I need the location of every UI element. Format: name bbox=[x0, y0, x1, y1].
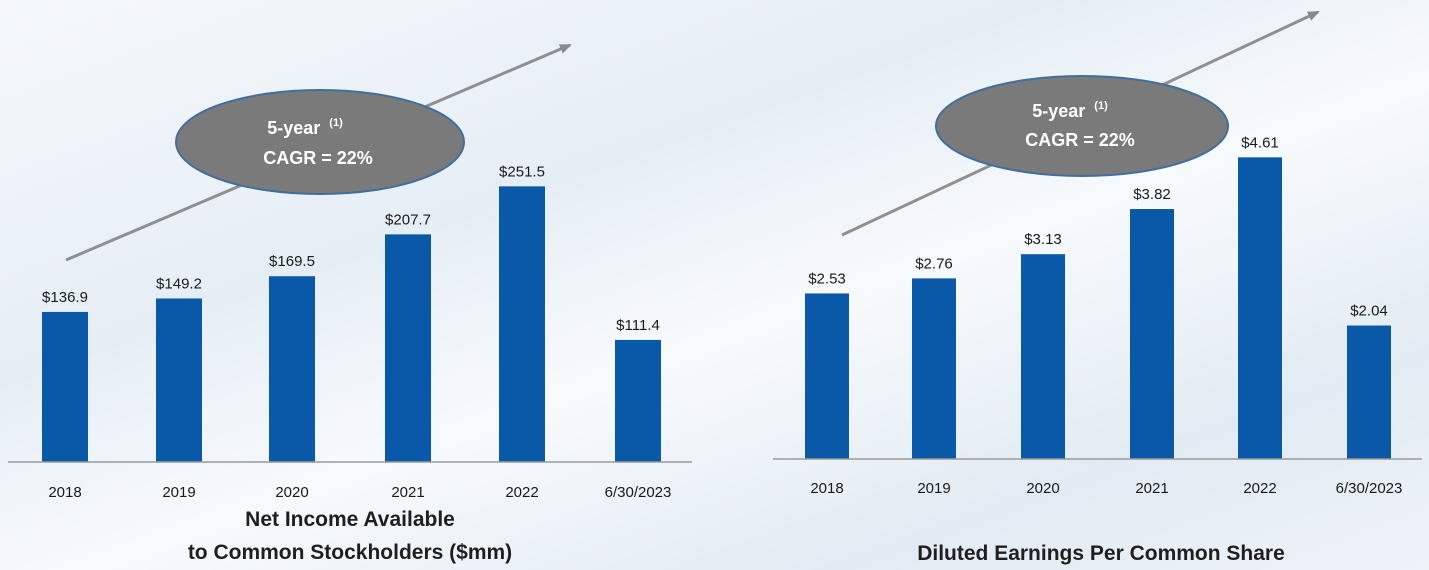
x-tick-label: 2021 bbox=[391, 484, 424, 501]
bar-2018 bbox=[805, 293, 849, 459]
data-label: $2.76 bbox=[915, 255, 953, 272]
bar-2020 bbox=[1021, 254, 1065, 459]
x-tick-label: 2019 bbox=[917, 480, 950, 497]
cagr-line2: CAGR = 22% bbox=[1025, 130, 1135, 150]
bar-2018 bbox=[42, 311, 88, 462]
x-tick-label: 2018 bbox=[810, 480, 843, 497]
x-tick-label: 2021 bbox=[1135, 480, 1168, 497]
data-label: $4.61 bbox=[1241, 134, 1279, 151]
cagr-line1: 5-year (1) bbox=[267, 117, 343, 138]
x-tick-label: 2022 bbox=[505, 484, 538, 501]
chart-title: Diluted Earnings Per Common Share bbox=[917, 542, 1285, 565]
bar-2021 bbox=[385, 234, 431, 462]
bar-2019 bbox=[156, 298, 202, 462]
bar-2020 bbox=[269, 276, 315, 462]
bar-2022 bbox=[499, 186, 545, 462]
data-label: $149.2 bbox=[156, 275, 202, 292]
x-tick-label: 2020 bbox=[275, 484, 308, 501]
data-label: $3.82 bbox=[1133, 186, 1171, 203]
x-tick-label: 6/30/2023 bbox=[605, 484, 672, 501]
x-tick-label: 2022 bbox=[1243, 480, 1276, 497]
data-label: $136.9 bbox=[42, 289, 88, 306]
chart-title-line2: to Common Stockholders ($mm) bbox=[188, 541, 512, 564]
data-label: $2.04 bbox=[1350, 303, 1388, 320]
bar-2021 bbox=[1130, 209, 1174, 459]
bar-6-30-2023 bbox=[1347, 325, 1391, 459]
data-label: $2.53 bbox=[808, 270, 846, 287]
x-tick-label: 2020 bbox=[1026, 480, 1059, 497]
bar-group: $2.53 2018 $2.76 2019 $3.13 2020 $3.82 2021 $4.6… bbox=[805, 134, 1402, 497]
net-income-chart: 5-year (1) CAGR = 22% $136.9 2018 $149.2 20… bbox=[8, 43, 692, 564]
bar-6-30-2023 bbox=[615, 339, 661, 462]
x-tick-label: 2019 bbox=[162, 484, 195, 501]
x-tick-label: 6/30/2023 bbox=[1336, 480, 1403, 497]
x-tick-label: 2018 bbox=[48, 484, 81, 501]
data-label: $207.7 bbox=[385, 211, 431, 228]
bar-2019 bbox=[912, 278, 956, 459]
cagr-ellipse bbox=[175, 89, 465, 195]
cagr-ellipse bbox=[935, 75, 1229, 177]
data-label: $3.13 bbox=[1024, 231, 1062, 248]
data-label: $251.5 bbox=[499, 163, 545, 180]
cagr-line2: CAGR = 22% bbox=[263, 148, 373, 168]
bar-group: $136.9 2018 $149.2 2019 $169.5 2020 $207.7 2021… bbox=[42, 163, 671, 501]
data-label: $111.4 bbox=[616, 317, 660, 334]
bar-2022 bbox=[1238, 157, 1282, 459]
data-label: $169.5 bbox=[269, 253, 315, 270]
cagr-line1: 5-year (1) bbox=[1032, 100, 1108, 121]
diluted-eps-chart: 5-year (1) CAGR = 22% $2.53 2018 $2.76 2019… bbox=[773, 10, 1422, 565]
chart-title-line1: Net Income Available bbox=[245, 508, 455, 531]
